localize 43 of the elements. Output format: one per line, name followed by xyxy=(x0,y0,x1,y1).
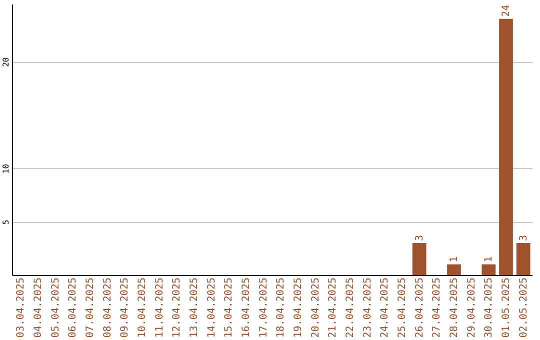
x-tick-label: 15.04.2025 xyxy=(224,278,235,338)
x-tick-label: 06.04.2025 xyxy=(68,278,79,338)
bar xyxy=(482,264,496,275)
bar xyxy=(516,242,530,275)
bar xyxy=(412,242,426,275)
data-label: 3 xyxy=(518,234,530,241)
x-tick-label: 27.04.2025 xyxy=(432,278,443,338)
x-tick-label: 23.04.2025 xyxy=(362,278,374,338)
x-tick-label: 20.04.2025 xyxy=(310,278,322,338)
x-tick-label: 18.04.2025 xyxy=(276,278,287,338)
x-tick-label: 07.04.2025 xyxy=(85,278,96,338)
x-tick-label: 13.04.2025 xyxy=(189,278,200,338)
x-tick-label: 17.04.2025 xyxy=(258,278,270,338)
x-tick-label: 01.05.2025 xyxy=(501,278,512,338)
x-tick-label: 03.04.2025 xyxy=(16,278,27,338)
x-tick-label: 24.04.2025 xyxy=(380,278,391,338)
x-tick-label: 09.04.2025 xyxy=(120,278,131,338)
y-tick-label: 5 xyxy=(2,220,10,225)
x-tick-label: 08.04.2025 xyxy=(102,278,114,338)
x-tick-label: 30.04.2025 xyxy=(484,278,495,338)
data-label: 1 xyxy=(449,256,460,262)
x-tick-label: 04.04.2025 xyxy=(33,278,44,338)
x-tick-label: 29.04.2025 xyxy=(466,278,478,338)
data-label: 1 xyxy=(484,256,495,262)
x-tick-label: 19.04.2025 xyxy=(293,278,304,338)
x-tick-label: 05.04.2025 xyxy=(50,278,62,338)
data-label: 24 xyxy=(501,4,512,17)
x-tick-label: 10.04.2025 xyxy=(137,278,148,338)
y-tick-label: 20 xyxy=(2,57,10,67)
bar xyxy=(447,264,461,275)
y-tick-label: 10 xyxy=(2,164,10,174)
bar xyxy=(499,18,513,275)
x-tick-label: 21.04.2025 xyxy=(328,278,339,338)
x-tick-label: 28.04.2025 xyxy=(449,278,460,338)
x-tick-label: 02.05.2025 xyxy=(518,278,530,338)
x-tick-label: 12.04.2025 xyxy=(172,278,183,338)
x-tick-label: 16.04.2025 xyxy=(241,278,252,338)
data-label: 3 xyxy=(414,234,426,241)
x-tick-label: 22.04.2025 xyxy=(345,278,356,338)
x-tick-label: 14.04.2025 xyxy=(206,278,218,338)
x-tick-label: 11.04.2025 xyxy=(154,278,166,338)
x-tick-label: 26.04.2025 xyxy=(414,278,426,338)
x-tick-label: 25.04.2025 xyxy=(397,278,408,338)
